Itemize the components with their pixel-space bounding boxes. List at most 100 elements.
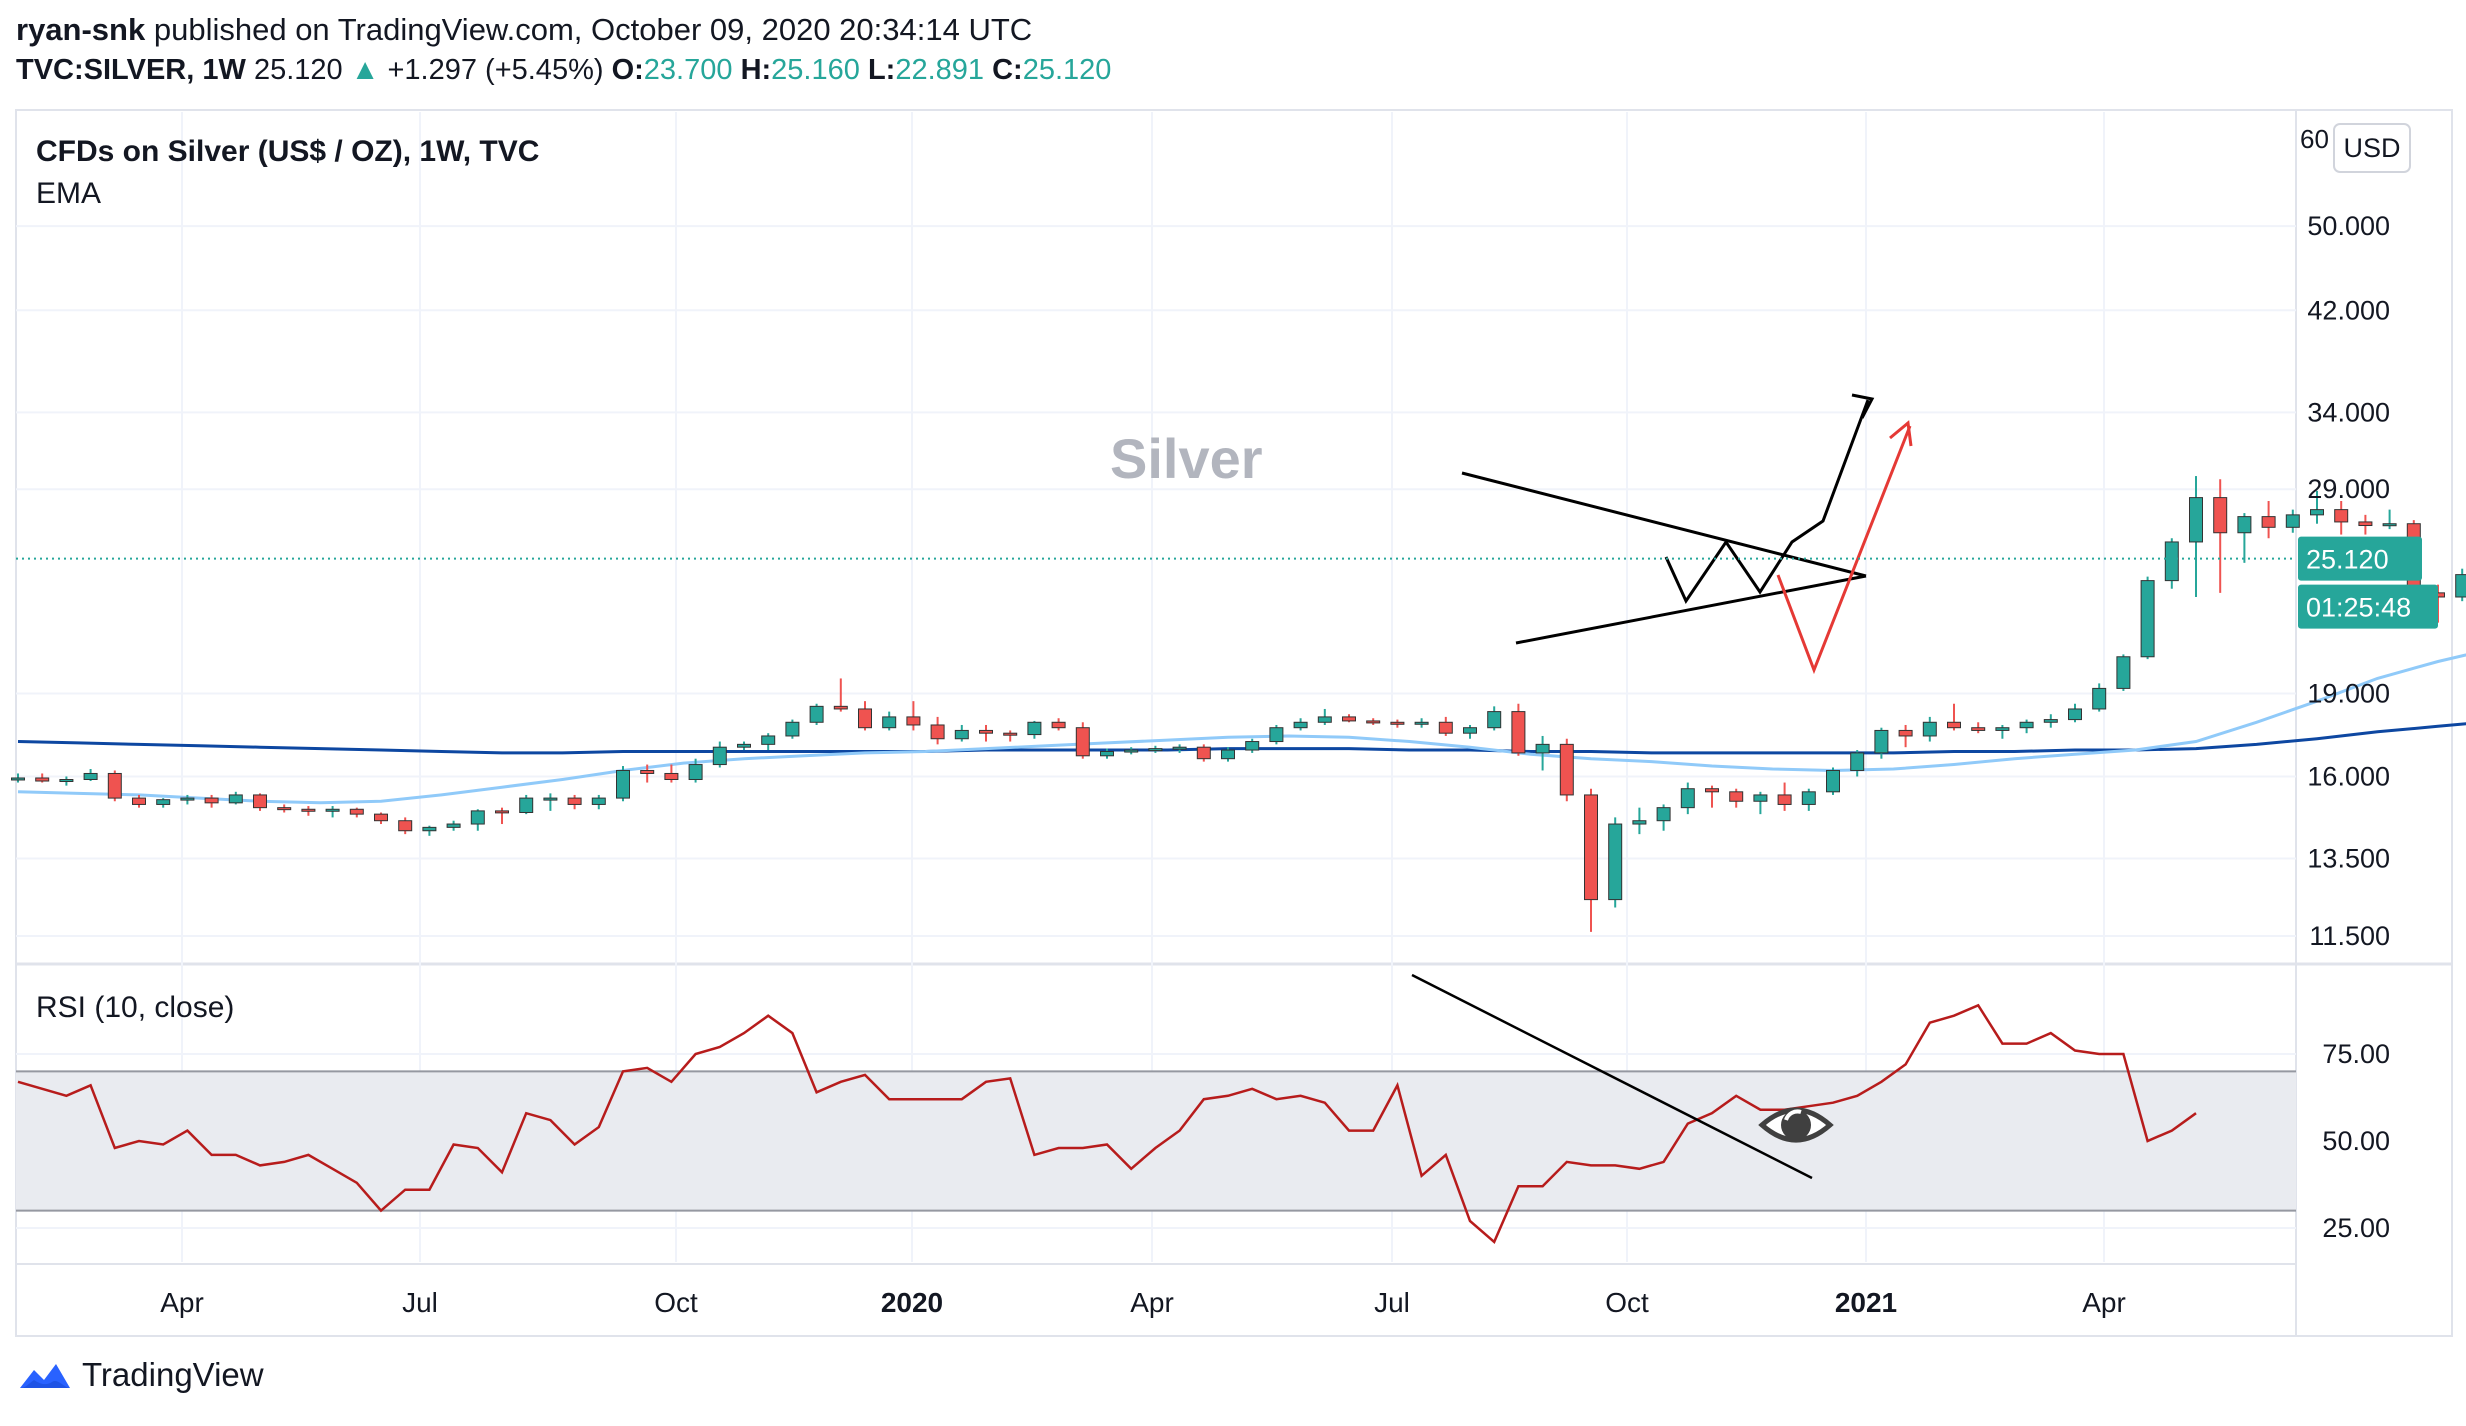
currency-button[interactable] bbox=[2333, 123, 2411, 173]
candle-body-2 bbox=[59, 779, 74, 783]
candle-62 bbox=[1511, 703, 1526, 756]
candle-8 bbox=[204, 794, 219, 808]
candle-body-26 bbox=[640, 769, 655, 774]
candle-body-50 bbox=[1221, 749, 1235, 760]
candle-61 bbox=[1487, 706, 1502, 731]
drawings[interactable] bbox=[1411, 393, 1913, 1180]
rsi-divergence-trendline[interactable] bbox=[1411, 973, 1813, 1180]
price-tick-label-7: 50.000 bbox=[2307, 211, 2390, 241]
high-value: 25.160 bbox=[771, 54, 860, 86]
candle-body-41 bbox=[1003, 732, 1018, 736]
series-legend-title[interactable]: CFDs on Silver (US$ / OZ), 1W, TVC bbox=[36, 135, 539, 168]
candle-78 bbox=[1898, 724, 1913, 748]
time-axis[interactable]: Apr Jul Oct 2020 Apr Jul Oct 2021 Apr bbox=[160, 1287, 2126, 1318]
candle-body-53 bbox=[1293, 721, 1308, 729]
price-tick-label-3: 19.000 bbox=[2307, 678, 2390, 708]
candle-body-66 bbox=[1608, 823, 1623, 901]
candle-69 bbox=[1680, 782, 1695, 815]
candle-body-29 bbox=[712, 746, 727, 766]
price-tick-partial: 60 bbox=[2300, 124, 2329, 154]
candle-23 bbox=[567, 794, 582, 810]
indicator-legend-ema[interactable]: EMA bbox=[36, 177, 101, 210]
candle-30 bbox=[737, 741, 751, 751]
candle-74 bbox=[1801, 788, 1816, 811]
candle-77 bbox=[1874, 727, 1889, 759]
candle-3 bbox=[83, 768, 98, 782]
price-axis[interactable]: 11.500 13.500 16.000 19.000 29.000 34.000 42.0… bbox=[2307, 211, 2390, 951]
candle-body-81 bbox=[1971, 727, 1986, 731]
ema-fast-line bbox=[17, 653, 2466, 805]
triangle-lower-trendline[interactable] bbox=[1515, 574, 1867, 645]
candle-17 bbox=[422, 825, 437, 836]
indicator-legend-rsi[interactable]: RSI (10, close) bbox=[36, 991, 234, 1024]
black-arrow-head[interactable] bbox=[1851, 393, 1875, 419]
candle-37 bbox=[906, 701, 921, 731]
candle-73 bbox=[1777, 782, 1792, 811]
candle-31 bbox=[761, 733, 776, 751]
candle-59 bbox=[1438, 716, 1453, 736]
rsi-tick-label-0: 25.00 bbox=[2322, 1213, 2390, 1243]
candle-52 bbox=[1269, 724, 1284, 745]
candle-body-31 bbox=[761, 735, 776, 745]
candle-15 bbox=[374, 812, 388, 825]
candle-98 bbox=[2382, 509, 2397, 530]
candle-63 bbox=[1535, 735, 1550, 771]
eye-icon[interactable] bbox=[1758, 1107, 1834, 1143]
candle-body-30 bbox=[737, 743, 751, 748]
candle-body-13 bbox=[325, 808, 340, 812]
time-tick-label-7: 2021 bbox=[1835, 1287, 1897, 1318]
candle-45 bbox=[1100, 748, 1114, 759]
candle-101 bbox=[2455, 568, 2466, 602]
time-tick-label-5: Jul bbox=[1374, 1287, 1410, 1318]
open-label: O: bbox=[611, 54, 644, 86]
candle-body-56 bbox=[1366, 720, 1381, 724]
close-value: 25.120 bbox=[1022, 54, 1112, 86]
time-tick-label-0: Apr bbox=[160, 1287, 204, 1318]
red-arrow-head[interactable] bbox=[1889, 420, 1913, 447]
candle-body-40 bbox=[979, 729, 993, 734]
candle-39 bbox=[954, 724, 969, 742]
candle-body-8 bbox=[204, 797, 219, 804]
published-text: published on TradingView.com, October 09… bbox=[153, 12, 1033, 47]
candle-body-24 bbox=[591, 797, 606, 805]
candle-16 bbox=[398, 817, 413, 835]
time-tick-label-6: Oct bbox=[1605, 1287, 1649, 1318]
rsi-tick-label-1: 50.00 bbox=[2322, 1126, 2390, 1156]
candle-body-89 bbox=[2164, 541, 2179, 582]
candle-body-17 bbox=[422, 826, 437, 832]
candle-0 bbox=[11, 773, 25, 783]
red-projection-path[interactable] bbox=[1776, 425, 1912, 675]
candle-body-90 bbox=[2189, 497, 2203, 543]
candle-94 bbox=[2285, 509, 2300, 533]
candle-4 bbox=[107, 770, 122, 802]
candle-7 bbox=[180, 794, 195, 805]
candle-36 bbox=[882, 711, 897, 731]
candle-54 bbox=[1317, 708, 1332, 725]
candle-body-22 bbox=[543, 797, 558, 801]
candle-body-20 bbox=[495, 810, 509, 814]
candle-50 bbox=[1221, 747, 1235, 762]
candle-33 bbox=[809, 703, 824, 725]
candle-6 bbox=[156, 798, 171, 808]
candle-64 bbox=[1559, 738, 1574, 802]
candle-body-76 bbox=[1850, 752, 1865, 771]
candle-body-58 bbox=[1414, 721, 1429, 725]
candle-body-65 bbox=[1584, 794, 1598, 901]
tradingview-brand: TradingView bbox=[82, 1356, 264, 1393]
candle-body-1 bbox=[35, 777, 50, 782]
author-name[interactable]: ryan-snk bbox=[16, 12, 146, 47]
candle-body-3 bbox=[83, 772, 98, 781]
candle-body-61 bbox=[1487, 711, 1502, 729]
candle-body-70 bbox=[1705, 788, 1719, 793]
candles bbox=[11, 476, 2466, 932]
candle-body-37 bbox=[906, 716, 921, 726]
candle-24 bbox=[591, 794, 606, 810]
rsi-axis[interactable]: 25.00 50.00 75.00 bbox=[2322, 1039, 2390, 1243]
rsi-layer bbox=[17, 1003, 2197, 1244]
black-projection-path[interactable] bbox=[1664, 399, 1870, 605]
candle-body-98 bbox=[2382, 523, 2397, 527]
last-price-tag: 25.120 bbox=[2298, 536, 2422, 581]
candle-84 bbox=[2043, 714, 2058, 728]
candle-85 bbox=[2068, 703, 2082, 723]
